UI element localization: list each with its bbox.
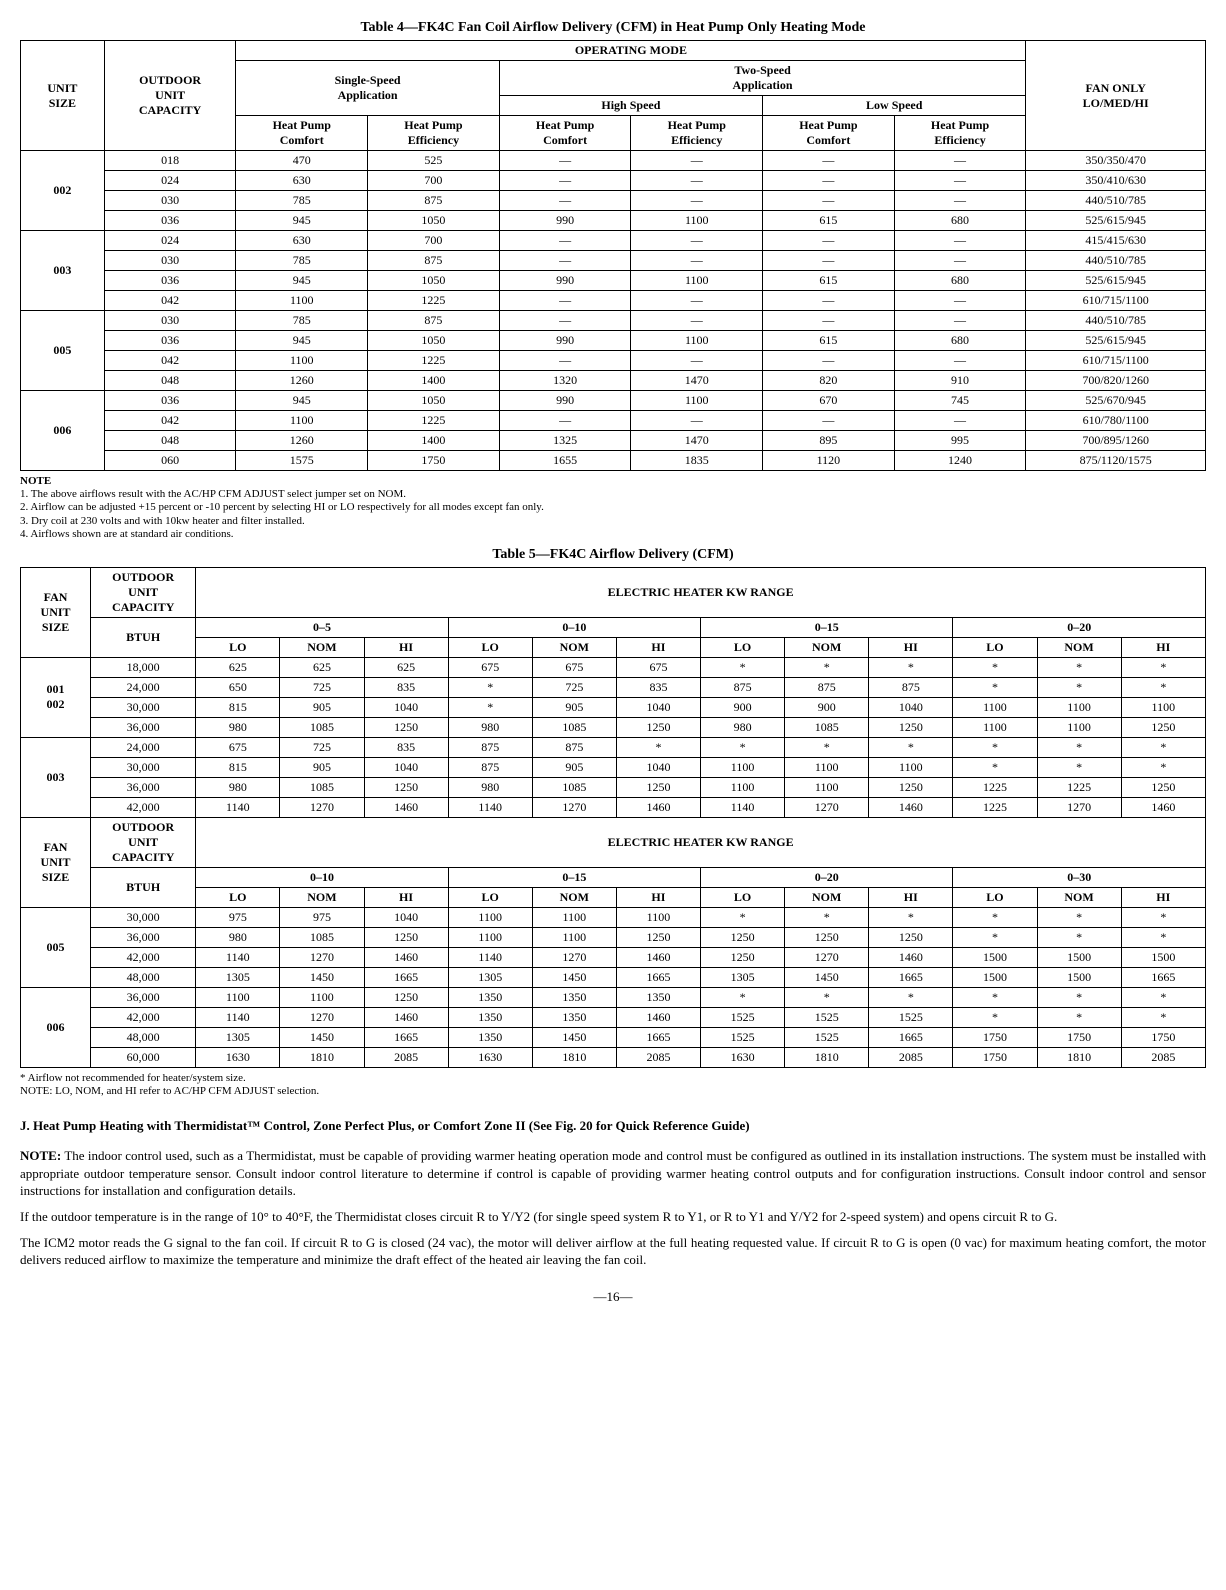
table5: FANUNITSIZEOUTDOORUNITCAPACITYELECTRIC H… [20,567,1206,1068]
table-row: 005030785875————440/510/785 [21,311,1206,331]
t4-h-hpc: Heat PumpComfort [236,116,368,151]
table5-title: Table 5—FK4C Airflow Delivery (CFM) [20,547,1206,563]
table-row: 00603694510509901100670745525/670/945 [21,391,1206,411]
table-row: 003024630700————415/415/630 [21,231,1206,251]
table-row: 04211001225————610/715/1100 [21,291,1206,311]
t4-h-hpc: Heat PumpComfort [499,116,631,151]
table-row: 002018470525————350/350/470 [21,151,1206,171]
table4-notes: NOTE 1. The above airflows result with t… [20,475,1206,541]
section-j-p2: If the outdoor temperature is in the ran… [20,1208,1206,1226]
table-row: 30,00081590510408759051040110011001100**… [21,757,1206,777]
table-row: 03694510509901100615680525/615/945 [21,331,1206,351]
section-j-heading: J. Heat Pump Heating with Thermidistat™ … [20,1118,1206,1134]
table-row: 00100218,000625625625675675675****** [21,657,1206,677]
page-number: —16— [20,1289,1206,1305]
table-row: 30,0008159051040*90510409009001040110011… [21,697,1206,717]
table-row: 36,0009801085125098010851250110011001250… [21,777,1206,797]
t4-h-two: Two-SpeedApplication [499,61,1026,96]
table-row: 48,0001305145016651350145016651525152516… [21,1027,1206,1047]
table-row: 04211001225————610/780/1100 [21,411,1206,431]
table-row: 04211001225————610/715/1100 [21,351,1206,371]
table-row: 030785875————440/510/785 [21,251,1206,271]
t4-h-low: Low Speed [763,96,1026,116]
table-row: 03694510509901100615680525/615/945 [21,271,1206,291]
t4-h-hpc: Heat PumpComfort [763,116,895,151]
table5-notes: * Airflow not recommended for heater/sys… [20,1072,1206,1098]
table-row: 03694510509901100615680525/615/945 [21,211,1206,231]
table-row: 42,0001140127014601350135014601525152515… [21,1007,1206,1027]
table-row: 60,0001630181020851630181020851630181020… [21,1047,1206,1067]
t4-h-high: High Speed [499,96,762,116]
section-j-p1: NOTE: The indoor control used, such as a… [20,1147,1206,1200]
table4: UNITSIZE OUTDOORUNITCAPACITY OPERATING M… [20,40,1206,471]
table-row: 00636,000110011001250135013501350****** [21,987,1206,1007]
table-row: 024630700————350/410/630 [21,171,1206,191]
table-row: 42,0001140127014601140127014601140127014… [21,797,1206,817]
table-row: 0481260140013201470820910700/820/1260 [21,371,1206,391]
table-row: 36,0009801085125098010851250980108512501… [21,717,1206,737]
t4-h-out: OUTDOORUNITCAPACITY [104,41,236,151]
table4-title: Table 4—FK4C Fan Coil Airflow Delivery (… [20,20,1206,36]
table-row: 36,0009801085125011001100125012501250125… [21,927,1206,947]
table-row: 030785875————440/510/785 [21,191,1206,211]
table-row: 24,000650725835*725835875875875*** [21,677,1206,697]
table-row: 00530,0009759751040110011001100****** [21,907,1206,927]
table-row: 060157517501655183511201240875/1120/1575 [21,451,1206,471]
t4-h-unit: UNITSIZE [21,41,105,151]
t4-h-hpe: Heat PumpEfficiency [631,116,763,151]
t4-h-op: OPERATING MODE [236,41,1026,61]
table-row: 42,0001140127014601140127014601250127014… [21,947,1206,967]
t4-h-hpe: Heat PumpEfficiency [368,116,500,151]
table-row: 0481260140013251470895995700/895/1260 [21,431,1206,451]
section-j-p3: The ICM2 motor reads the G signal to the… [20,1234,1206,1269]
t4-h-fan: FAN ONLYLO/MED/HI [1026,41,1206,151]
table-row: 00324,000675725835875875******* [21,737,1206,757]
t4-h-hpe: Heat PumpEfficiency [894,116,1026,151]
t4-h-single: Single-SpeedApplication [236,61,499,116]
table-row: 48,0001305145016651305145016651305145016… [21,967,1206,987]
